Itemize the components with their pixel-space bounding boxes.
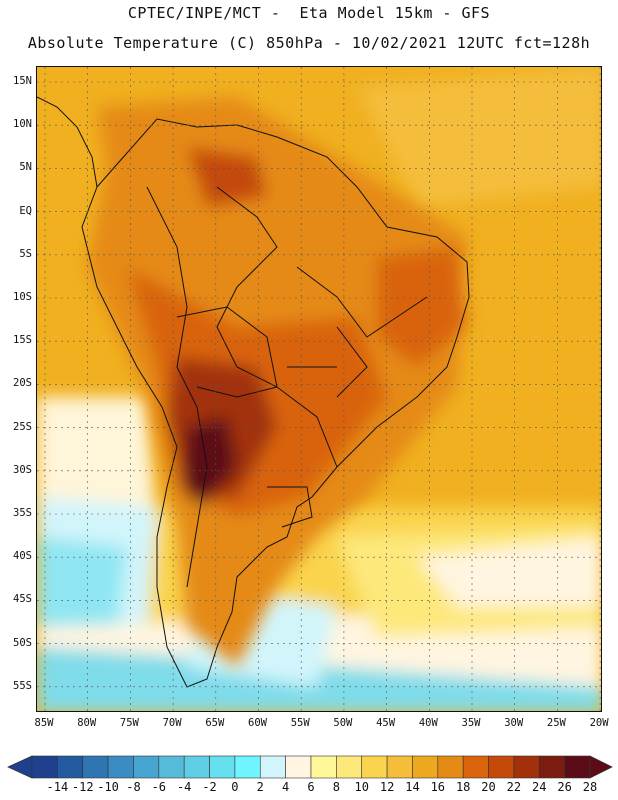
colorbar-label: -6 bbox=[151, 780, 167, 794]
lon-label: 20W bbox=[589, 717, 609, 729]
colorbar-label: 2 bbox=[256, 780, 264, 794]
colorbar-swatch bbox=[133, 755, 160, 779]
colorbar-swatch bbox=[412, 755, 439, 779]
lat-label: 5N bbox=[19, 161, 32, 174]
cold-patch-atlantic bbox=[417, 537, 601, 607]
colorbar-swatch bbox=[513, 755, 540, 779]
colorbar-label: -14 bbox=[46, 780, 69, 794]
colorbar-label: 14 bbox=[405, 780, 420, 794]
colorbar-swatch bbox=[564, 755, 591, 779]
colorbar-label: -4 bbox=[176, 780, 192, 794]
colorbar-label: 8 bbox=[332, 780, 340, 794]
temperature-map bbox=[36, 66, 602, 712]
lon-label: 30W bbox=[504, 717, 524, 729]
warm-patch-north-atlantic bbox=[357, 67, 601, 207]
colorbar-swatch bbox=[158, 755, 185, 779]
lon-label: 35W bbox=[461, 717, 481, 729]
lat-label: 20S bbox=[13, 377, 32, 390]
colorbar-swatch bbox=[107, 755, 134, 779]
colorbar-swatch bbox=[336, 755, 363, 779]
lon-label: 40W bbox=[418, 717, 438, 729]
colorbar-swatch bbox=[183, 755, 210, 779]
lat-label: 45S bbox=[13, 593, 32, 606]
coastlines bbox=[37, 96, 470, 688]
lat-label: 55S bbox=[13, 679, 32, 692]
colorbar-swatch bbox=[361, 755, 388, 779]
lat-label: EQ bbox=[19, 204, 32, 217]
lat-label: 35S bbox=[13, 507, 32, 519]
colorbar-swatch bbox=[386, 755, 413, 779]
colorbar-label: 4 bbox=[282, 780, 290, 794]
colorbar-swatch bbox=[209, 755, 236, 779]
colorbar-label: -12 bbox=[71, 780, 94, 794]
lat-label: 30S bbox=[13, 463, 32, 476]
lon-label: 70W bbox=[162, 717, 182, 729]
border-andes bbox=[146, 186, 208, 588]
hot-core-chaco bbox=[182, 417, 237, 507]
border-brazil bbox=[216, 186, 338, 468]
lat-label: 50S bbox=[13, 636, 32, 649]
colorbar-swatch bbox=[437, 755, 464, 779]
lon-label: 60W bbox=[248, 717, 267, 729]
lon-label: 50W bbox=[333, 717, 353, 729]
colorbar-label: 24 bbox=[532, 780, 547, 794]
cold-core-south-pacific bbox=[37, 537, 127, 627]
gridlines bbox=[37, 67, 601, 711]
colorbar-label: 16 bbox=[430, 780, 446, 794]
border-brazil-states bbox=[287, 266, 428, 398]
colorbar-label: 28 bbox=[582, 780, 598, 794]
colorbar-swatch bbox=[31, 755, 58, 779]
colorbar-label: 22 bbox=[506, 780, 522, 794]
colorbar-swatch bbox=[310, 755, 337, 779]
border-uruguay bbox=[267, 486, 313, 528]
central-america-coastline bbox=[37, 96, 98, 188]
lat-label: 15N bbox=[13, 75, 32, 87]
colorbar-arrow-cold bbox=[7, 755, 33, 779]
colorbar-swatch bbox=[285, 755, 312, 779]
colorbar-swatch bbox=[259, 755, 286, 779]
colorbar-swatch bbox=[82, 755, 109, 779]
colorbar-label: -2 bbox=[202, 780, 217, 794]
lat-label: 10N bbox=[13, 118, 32, 131]
lat-label: 5S bbox=[19, 247, 32, 260]
lat-label: 10S bbox=[13, 291, 32, 303]
colorbar-label: -8 bbox=[126, 780, 141, 794]
lon-label: 75W bbox=[119, 717, 139, 729]
colorbar-swatch bbox=[234, 755, 261, 779]
map-title-line-1: CPTEC/INPE/MCT - Eta Model 15km - GFS bbox=[127, 4, 491, 22]
colorbar-label: -10 bbox=[97, 780, 119, 794]
colorbar-swatch bbox=[57, 755, 84, 779]
lat-label: 40S bbox=[13, 550, 32, 563]
colorbar-swatch bbox=[488, 755, 515, 779]
lon-label: 45W bbox=[376, 717, 396, 729]
lat-label: 15S bbox=[13, 334, 32, 347]
border-bolivia bbox=[176, 306, 278, 398]
temperature-colorbar bbox=[7, 755, 613, 779]
colorbar-label: 18 bbox=[455, 780, 471, 794]
colorbar-label: 20 bbox=[481, 780, 496, 794]
colorbar-swatch bbox=[462, 755, 489, 779]
hot-zone-venezuela bbox=[187, 147, 267, 207]
map-title-line-2: Absolute Temperature (C) 850hPa - 10/02/… bbox=[27, 34, 591, 52]
colorbar-label: 26 bbox=[557, 780, 572, 794]
colorbar-label: 0 bbox=[231, 780, 239, 794]
lon-label: 55W bbox=[290, 717, 310, 729]
colorbar-label: 12 bbox=[379, 780, 395, 794]
lon-label: 85W bbox=[34, 717, 54, 729]
lon-label: 80W bbox=[77, 717, 97, 729]
south-america-coastline bbox=[81, 118, 470, 688]
lon-label: 25W bbox=[546, 717, 566, 729]
hot-zone-northeast-brazil bbox=[377, 247, 467, 367]
colorbar-swatch bbox=[538, 755, 565, 779]
colorbar-arrow-hot bbox=[589, 755, 613, 779]
colorbar-label: 10 bbox=[354, 780, 369, 794]
lat-label: 25S bbox=[13, 420, 32, 433]
lon-label: 65W bbox=[205, 717, 225, 729]
colorbar-label: 6 bbox=[307, 780, 315, 794]
